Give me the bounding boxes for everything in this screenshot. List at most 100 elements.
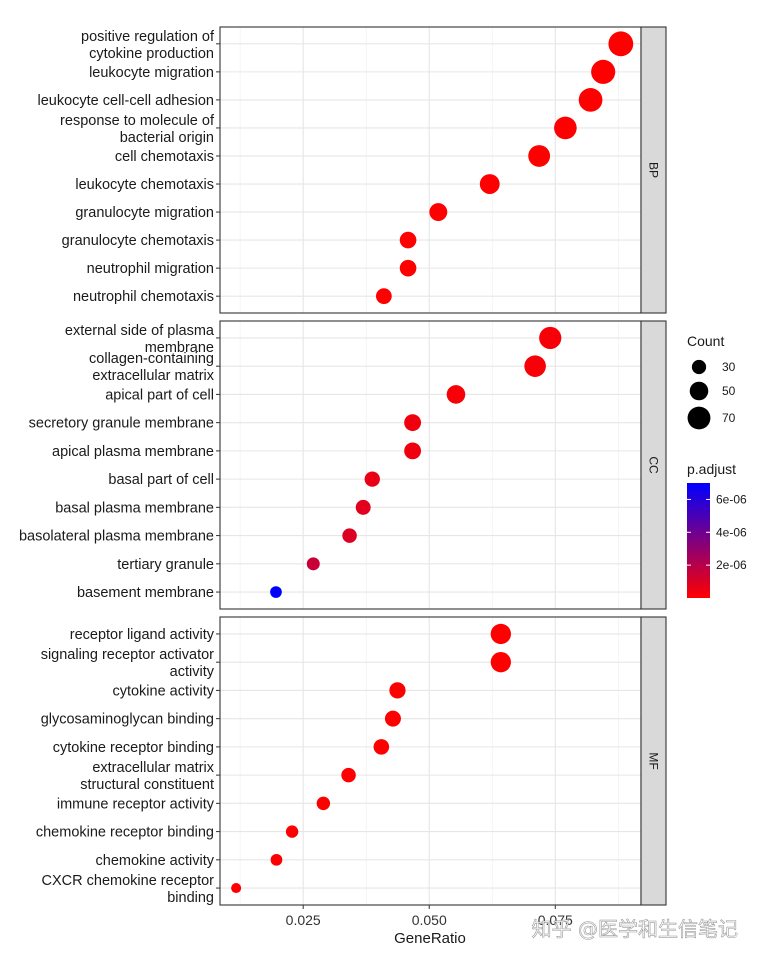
point-cc-1: [524, 355, 546, 377]
point-mf-8: [270, 853, 283, 866]
color-legend-label: 2e-06: [716, 558, 747, 572]
point-bp-7: [399, 231, 417, 249]
y-tick-label: basolateral plasma membrane: [19, 529, 214, 545]
color-legend-label: 4e-06: [716, 525, 747, 539]
y-tick-label: neutrophil migration: [87, 261, 214, 277]
y-tick-label: leukocyte cell-cell adhesion: [37, 93, 214, 109]
y-tick-label: external side of plasma: [65, 323, 215, 339]
facet-mf: receptor ligand activity signaling recept…: [36, 616, 667, 906]
size-legend-label: 70: [722, 411, 736, 425]
y-tick-label: secretory granule membrane: [29, 416, 214, 432]
facet-strip: [640, 26, 667, 314]
y-tick-label: basal plasma membrane: [55, 500, 214, 516]
y-tick-label: extracellular matrix: [92, 368, 214, 384]
point-mf-1: [490, 652, 511, 673]
size-legend: Count 30 50 70: [687, 333, 736, 430]
y-tick-label: response to molecule of: [60, 113, 215, 129]
point-cc-8: [306, 557, 320, 571]
point-mf-2: [389, 682, 406, 699]
y-tick-label: receptor ligand activity: [70, 627, 215, 643]
y-tick-label: CXCR chemokine receptor: [42, 873, 215, 889]
y-tick-label: cell chemotaxis: [115, 149, 214, 165]
y-tick-label: leukocyte chemotaxis: [75, 177, 214, 193]
point-bp-3: [554, 116, 577, 140]
point-bp-8: [399, 259, 417, 277]
point-cc-5: [364, 471, 380, 487]
point-cc-9: [270, 586, 282, 598]
y-tick-label: cytokine activity: [112, 683, 214, 699]
point-bp-6: [429, 203, 448, 222]
point-bp-1: [591, 59, 616, 84]
facet-strip-label: MF: [647, 752, 661, 769]
y-tick-label: granulocyte chemotaxis: [62, 233, 214, 249]
x-tick-label: 0.050: [412, 912, 447, 928]
point-mf-6: [316, 796, 331, 811]
point-bp-0: [608, 31, 634, 57]
y-tick-label: binding: [167, 890, 214, 906]
size-legend-title: Count: [687, 333, 724, 349]
point-cc-7: [342, 528, 357, 543]
color-legend-title: p.adjust: [687, 461, 736, 477]
y-tick-label: neutrophil chemotaxis: [73, 289, 214, 305]
y-tick-label: leukocyte migration: [89, 65, 214, 81]
color-legend-label: 6e-06: [716, 492, 747, 506]
y-tick-label: apical plasma membrane: [52, 444, 214, 460]
point-bp-5: [479, 174, 500, 194]
color-legend-bar: [687, 483, 710, 598]
y-tick-label: immune receptor activity: [57, 796, 215, 812]
panel-border: [219, 26, 642, 314]
point-cc-6: [355, 499, 371, 515]
x-tick-label: 0.025: [286, 912, 321, 928]
y-tick-label: signaling receptor activator: [41, 647, 214, 663]
y-tick-label: cytokine receptor binding: [53, 740, 214, 756]
y-tick-label: basal part of cell: [108, 472, 214, 488]
facet-strip-label: CC: [647, 456, 661, 474]
point-cc-3: [404, 414, 422, 432]
y-tick-label: structural constituent: [80, 777, 214, 793]
y-tick-label: membrane: [145, 340, 214, 356]
y-tick-label: apical part of cell: [105, 387, 214, 403]
color-legend: p.adjust 2e-06 4e-06 6e-06: [687, 461, 747, 598]
size-legend-key: [689, 381, 709, 401]
watermark: 知乎 @医学和生信笔记: [532, 917, 738, 941]
y-tick-label: basement membrane: [77, 585, 214, 601]
y-tick-label: activity: [170, 664, 215, 680]
y-tick-label: extracellular matrix: [92, 760, 214, 776]
y-tick-label: positive regulation of: [81, 29, 215, 45]
size-legend-key: [687, 406, 711, 430]
size-legend-key: [691, 359, 707, 375]
point-cc-0: [539, 326, 562, 350]
panel-border: [219, 616, 642, 906]
point-bp-4: [528, 145, 551, 167]
point-mf-9: [231, 883, 242, 894]
facet-strip: [640, 320, 667, 610]
point-mf-4: [373, 739, 390, 755]
facet-strip-label: BP: [647, 162, 661, 178]
y-tick-label: cytokine production: [89, 46, 214, 62]
y-tick-label: tertiary granule: [117, 557, 214, 573]
y-tick-label: glycosaminoglycan binding: [41, 712, 214, 728]
point-bp-2: [578, 88, 603, 112]
y-tick-label: chemokine receptor binding: [36, 825, 214, 841]
facet-strip: [640, 616, 667, 906]
point-mf-0: [490, 623, 511, 645]
x-tick-label: 0.075: [538, 912, 573, 928]
point-cc-2: [446, 385, 466, 404]
facet-cc: external side of plasmamembranecollagen-…: [19, 320, 667, 610]
size-legend-label: 50: [722, 384, 736, 398]
point-cc-4: [404, 442, 422, 460]
x-axis-title: GeneRatio: [394, 930, 466, 947]
point-mf-3: [384, 710, 401, 727]
y-tick-label: collagen-containing: [89, 351, 214, 367]
y-tick-label: granulocyte migration: [75, 205, 214, 221]
y-tick-label: chemokine activity: [96, 853, 215, 869]
point-mf-7: [285, 825, 299, 838]
point-bp-9: [375, 288, 392, 305]
point-mf-5: [341, 767, 356, 783]
x-axis: GeneRatio 0.025 0.050 0.075: [286, 905, 573, 947]
size-legend-label: 30: [722, 360, 736, 374]
panel-border: [219, 320, 642, 610]
